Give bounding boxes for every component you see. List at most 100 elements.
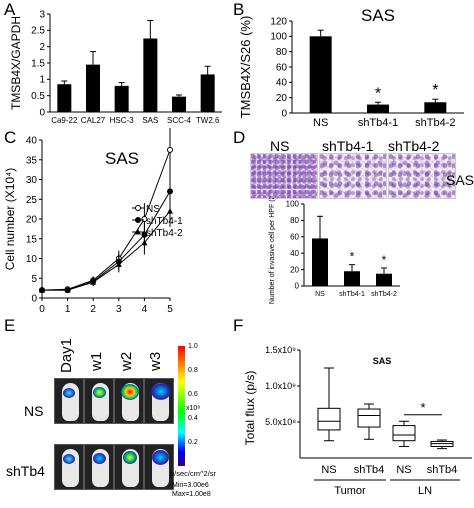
- invasion-image-shtb4-1: [319, 153, 387, 199]
- x-tick-label: 1: [65, 304, 71, 315]
- panel-label-a: A: [4, 0, 16, 19]
- bar-ns: [309, 36, 332, 114]
- image-shtb4-w2: [114, 444, 144, 490]
- y-tick-label: 25: [26, 195, 38, 206]
- image-shtb4-day1: [54, 444, 84, 490]
- panel-label-b: B: [233, 0, 245, 19]
- y-axis-label: Cell number (X10⁴): [3, 168, 17, 271]
- col-label-w3: w3: [147, 352, 164, 372]
- bar-tw2-6: [200, 74, 215, 112]
- image-ns-w2: [114, 378, 144, 424]
- chart-title: SAS: [105, 149, 139, 168]
- data-point: [167, 208, 173, 214]
- y-tick-label: 15: [26, 234, 38, 245]
- x-tick-label: 5: [167, 304, 173, 315]
- x-tick-label: HSC-3: [110, 116, 135, 125]
- x-tick-label: 0: [39, 304, 45, 315]
- series-line-shtb4-2: [42, 210, 171, 291]
- data-point: [167, 146, 173, 153]
- x-tick-label: SCC-4: [167, 116, 192, 125]
- y-tick-label: 1.5: [31, 58, 45, 69]
- x-tick-label: shTb4-1: [339, 291, 365, 298]
- y-tick-label: 1.5x10⁹: [265, 345, 296, 355]
- x-tick-label: Ca9-22: [51, 116, 78, 125]
- x-tick-label: shTb4-2: [371, 291, 397, 298]
- y-tick-label: 1: [39, 75, 45, 86]
- bar-cal27: [86, 64, 100, 112]
- data-point: [167, 188, 173, 195]
- x-tick-label: 3: [116, 304, 122, 315]
- y-axis-label: Total flux (p/s): [243, 371, 257, 446]
- y-tick-label: 60: [276, 62, 288, 73]
- bar-shtb4-2: [424, 102, 447, 113]
- group-label-tumor: Tumor: [334, 485, 366, 497]
- col-label-w1: w1: [88, 352, 105, 372]
- bar-shtb4-2: [376, 273, 392, 286]
- bar-hsc-3: [114, 85, 129, 112]
- x-tick-label: SAS: [142, 116, 158, 125]
- box: [317, 407, 341, 431]
- y-tick-label: 40: [26, 136, 38, 147]
- y-axis-label: TMSB4X/GAPDH: [9, 16, 23, 110]
- invasion-image-shtb4-2: [388, 153, 456, 199]
- panel-label-c: C: [4, 128, 17, 147]
- y-tick-label: 30: [26, 175, 38, 186]
- y-tick-label: 5: [31, 274, 37, 285]
- y-tick-label: 20: [276, 93, 288, 104]
- col-label-day1: Day1: [58, 338, 75, 373]
- colorbar-max: Max=1.00e8: [172, 491, 211, 498]
- image-label-shtb4-1: shTb4-1: [322, 138, 374, 154]
- x-tick-label: shTb4-1: [358, 117, 398, 129]
- y-axis-label: Number of invasive cell per HPF (20x): [269, 198, 276, 304]
- legend-label: shTb4-1: [146, 216, 183, 227]
- legend-marker: [135, 217, 141, 223]
- bar-sas: [143, 38, 158, 112]
- y-tick-label: 2.5: [31, 26, 45, 37]
- image-label-shtb4-2: shTb4-2: [388, 138, 440, 154]
- bar-scc-4: [172, 96, 186, 112]
- data-point: [90, 279, 97, 285]
- legend-marker: [135, 229, 141, 235]
- colorbar-tick-label: 1.0: [188, 343, 198, 350]
- image-ns-w3: [144, 378, 174, 424]
- significance-star: *: [375, 85, 381, 102]
- y-tick-label: 35: [26, 155, 38, 166]
- colorbar-tick-label: 0.4: [188, 415, 198, 422]
- y-tick-label: 80: [290, 216, 299, 225]
- bar-ns: [312, 238, 328, 286]
- x-tick-label: NS: [315, 291, 325, 298]
- x-tick-label: shTb4: [354, 464, 385, 476]
- y-tick-label: 100: [286, 200, 300, 209]
- x-tick-label: NS: [321, 464, 336, 476]
- colorbar: [178, 346, 185, 466]
- y-axis-label: TMSB4X/S26 (%): [238, 16, 253, 119]
- row-label-shtb4: shTb4: [6, 463, 45, 479]
- significance-star: *: [350, 250, 355, 264]
- chart-title: SAS: [373, 356, 392, 366]
- x-tick-label: 2: [90, 304, 96, 315]
- row-label-ns: NS: [24, 403, 43, 419]
- invasion-image-ns: [250, 153, 318, 199]
- chart-f: 5.0x10⁸ 1.0x10⁹ 1.5x10⁹ SAS Total flux (p/s)…: [243, 345, 472, 497]
- y-tick-label: 0: [39, 107, 45, 118]
- x-tick-label: 4: [142, 304, 148, 315]
- y-tick-label: 20: [290, 265, 299, 274]
- bar-shtb4-1: [367, 104, 389, 113]
- y-tick-label: 40: [276, 78, 288, 89]
- image-shtb4-w3: [144, 444, 174, 490]
- box: [392, 425, 416, 442]
- y-tick-label: 0: [31, 294, 37, 305]
- data-point: [115, 261, 122, 267]
- colorbar-min: Min=3.00e6: [172, 482, 209, 489]
- y-tick-label: 2: [39, 42, 45, 53]
- y-tick-label: 1.0x10⁹: [265, 381, 296, 391]
- y-tick-label: 10: [26, 254, 38, 265]
- y-tick-label: 0: [281, 108, 287, 119]
- data-point: [39, 287, 45, 293]
- bar-shtb4-1: [344, 271, 360, 286]
- colorbar-exponent: x10⁸: [186, 405, 200, 412]
- chart-d: 0 20 40 60 80 100 NS shTb4-1 * shTb4-2 * Number of …: [269, 198, 400, 304]
- y-tick-label: 40: [290, 249, 299, 258]
- significance-star: *: [382, 253, 387, 267]
- x-tick-label: TW2.6: [196, 116, 220, 125]
